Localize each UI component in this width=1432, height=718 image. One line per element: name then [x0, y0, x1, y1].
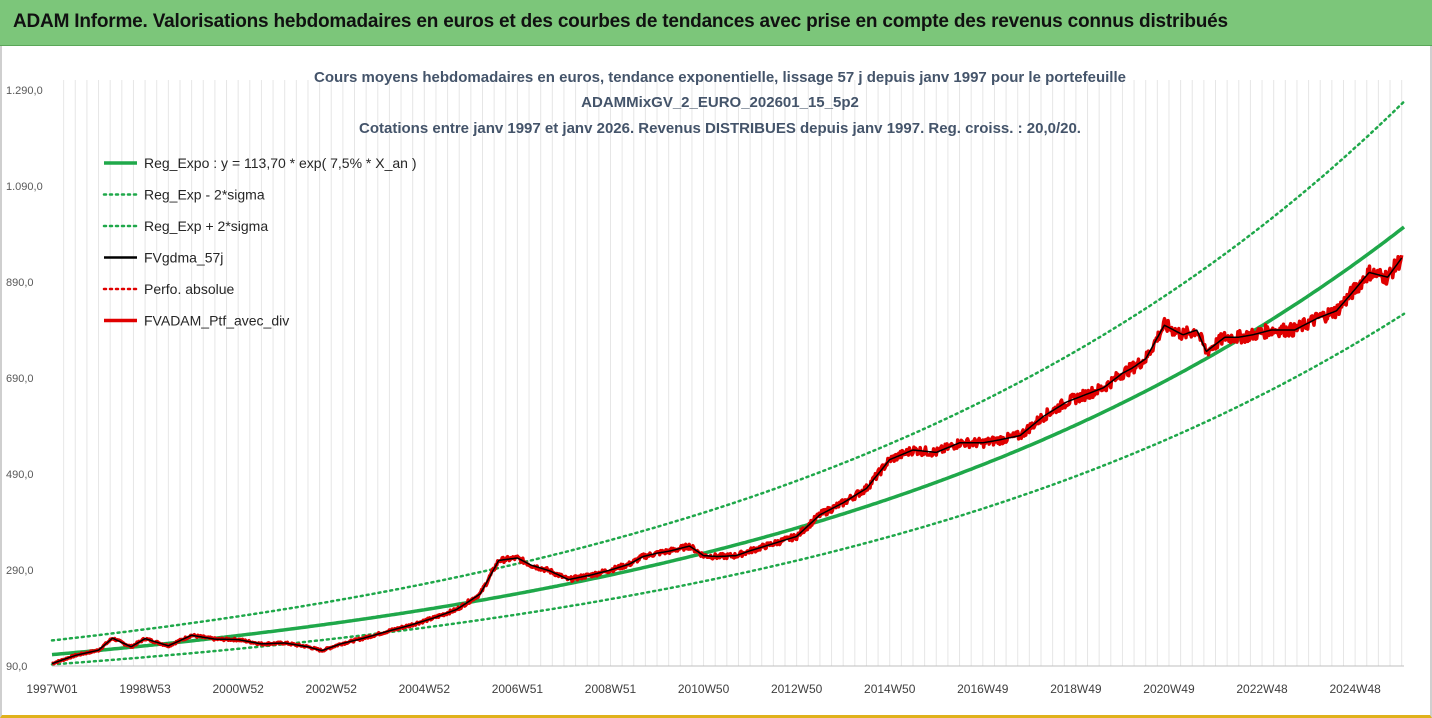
legend-label: FVgdma_57j	[144, 250, 223, 266]
x-tick-label: 2006W51	[492, 682, 544, 696]
x-tick-label: 2014W50	[864, 682, 916, 696]
chart-titles: Cours moyens hebdomadaires en euros, ten…	[314, 69, 1126, 137]
x-tick-label: 2002W52	[306, 682, 358, 696]
x-tick-label: 2016W49	[957, 682, 1009, 696]
legend-label: FVADAM_Ptf_avec_div	[144, 313, 289, 329]
chart-title-line-1: Cours moyens hebdomadaires en euros, ten…	[314, 69, 1126, 86]
x-tick-label: 2022W48	[1236, 682, 1288, 696]
legend: Reg_Expo : y = 113,70 * exp( 7,5% * X_an…	[102, 155, 417, 329]
legend-label: Reg_Expo : y = 113,70 * exp( 7,5% * X_an…	[144, 155, 417, 171]
chart-frame	[0, 46, 1432, 718]
series-reg-exp-minus-2sigma	[50, 312, 1406, 666]
x-axis: 1997W01 1998W53 2000W52 2002W52 2004W52 2006W…	[26, 682, 1381, 696]
x-tick-label: 2000W52	[212, 682, 264, 696]
grid-lines	[52, 80, 1404, 667]
x-tick-label: 2018W49	[1050, 682, 1102, 696]
y-tick-label: 1.090,0	[6, 181, 43, 193]
series-fvgdma-57j	[51, 257, 1403, 665]
y-tick-label: 90,0	[6, 661, 27, 673]
legend-label: Reg_Exp - 2*sigma	[144, 187, 265, 203]
legend-label: Perfo. absolue	[144, 281, 234, 297]
series-reg-exp-plus-2sigma	[50, 100, 1406, 642]
y-tick-label: 890,0	[6, 277, 34, 289]
y-tick-label: 490,0	[6, 469, 34, 481]
report-title: ADAM Informe. Valorisations hebdomadaire…	[13, 11, 1228, 32]
x-tick-label: 2012W50	[771, 682, 823, 696]
x-tick-label: 2004W52	[399, 682, 451, 696]
x-tick-label: 2008W51	[585, 682, 637, 696]
x-tick-label: 2020W49	[1143, 682, 1195, 696]
legend-label: Reg_Exp + 2*sigma	[144, 218, 268, 234]
y-tick-label: 690,0	[6, 373, 34, 385]
chart-title-line-2: ADAMMixGV_2_EURO_202601_15_5p2	[581, 94, 859, 111]
x-tick-label: 2024W48	[1329, 682, 1381, 696]
y-tick-label: 290,0	[6, 565, 34, 577]
x-tick-label: 1998W53	[119, 682, 171, 696]
series-lines	[50, 100, 1406, 666]
chart-title-line-3: Cotations entre janv 1997 et janv 2026. …	[359, 120, 1081, 137]
x-tick-label: 1997W01	[26, 682, 78, 696]
series-reg-expo	[51, 225, 1406, 657]
y-tick-label: 1.290,0	[6, 85, 43, 97]
y-axis: 1.290,0 1.090,0 890,0 690,0 490,0 290,0 90,0	[6, 85, 43, 673]
report-header: ADAM Informe. Valorisations hebdomadaire…	[0, 0, 1432, 46]
x-tick-label: 2010W50	[678, 682, 730, 696]
